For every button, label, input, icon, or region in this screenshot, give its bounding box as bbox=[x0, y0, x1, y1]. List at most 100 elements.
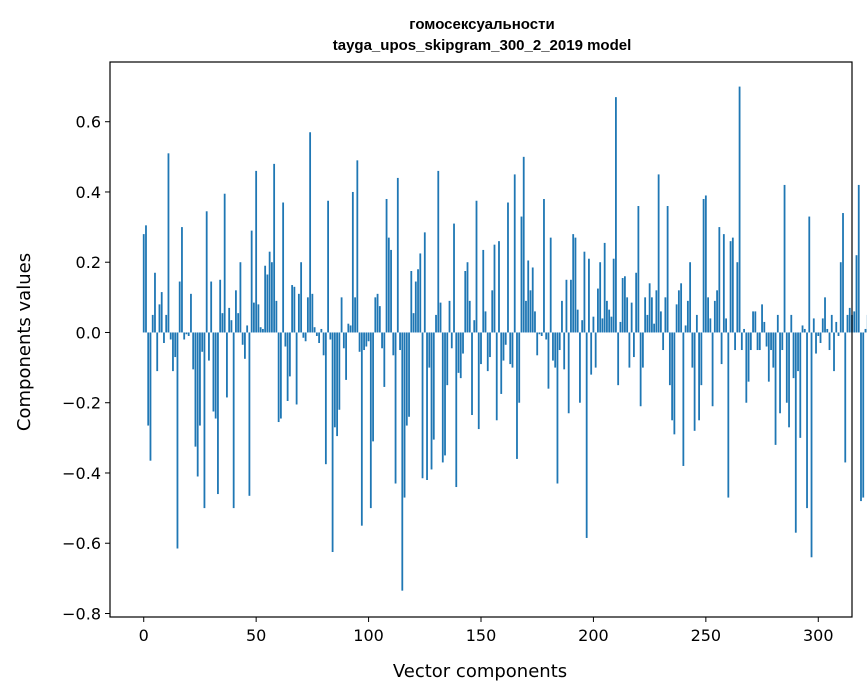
bar-151 bbox=[482, 249, 485, 333]
bar-101 bbox=[369, 332, 372, 509]
bar-75 bbox=[311, 293, 314, 333]
bar-155 bbox=[491, 290, 494, 333]
bar-11 bbox=[167, 153, 170, 333]
bar-59 bbox=[275, 300, 278, 333]
bar-269 bbox=[747, 332, 750, 382]
bar-216 bbox=[628, 332, 631, 368]
bar-64 bbox=[286, 332, 289, 401]
bar-260 bbox=[727, 332, 730, 498]
bar-244 bbox=[691, 332, 694, 368]
bar-262 bbox=[731, 237, 734, 333]
bar-143 bbox=[464, 271, 467, 333]
bar-85 bbox=[333, 332, 336, 428]
bar-46 bbox=[246, 325, 249, 333]
bar-316 bbox=[853, 311, 856, 333]
bar-146 bbox=[471, 332, 473, 416]
bar-271 bbox=[752, 311, 754, 333]
bar-261 bbox=[729, 241, 732, 333]
y-axis-label: Components values bbox=[14, 253, 35, 431]
bar-228 bbox=[655, 290, 658, 333]
bar-243 bbox=[689, 262, 692, 333]
bar-222 bbox=[641, 332, 644, 368]
bar-111 bbox=[392, 332, 395, 356]
bar-268 bbox=[745, 332, 748, 403]
bar-61 bbox=[279, 332, 282, 419]
bar-304 bbox=[826, 328, 829, 333]
bar-274 bbox=[758, 332, 761, 351]
bar-250 bbox=[704, 195, 707, 333]
x-axis-label: Vector components bbox=[393, 661, 567, 682]
bar-134 bbox=[444, 332, 446, 456]
bar-287 bbox=[788, 332, 790, 428]
bar-207 bbox=[608, 309, 611, 333]
bar-126 bbox=[426, 332, 428, 480]
bar-301 bbox=[819, 332, 822, 344]
bar-159 bbox=[500, 332, 503, 394]
bar-273 bbox=[756, 332, 759, 351]
bar-1 bbox=[145, 225, 147, 333]
bar-9 bbox=[163, 332, 165, 344]
bar-131 bbox=[437, 170, 440, 333]
bar-187 bbox=[563, 332, 566, 370]
bar-256 bbox=[718, 227, 721, 333]
x-tick-label: 100 bbox=[353, 626, 384, 645]
bar-95 bbox=[356, 160, 359, 333]
bar-51 bbox=[257, 304, 260, 333]
bar-142 bbox=[462, 332, 464, 354]
bar-253 bbox=[711, 332, 714, 407]
bar-169 bbox=[522, 156, 525, 333]
bar-47 bbox=[248, 332, 251, 496]
bar-317 bbox=[855, 255, 858, 333]
bar-177 bbox=[540, 332, 543, 336]
bar-114 bbox=[399, 332, 401, 351]
bar-124 bbox=[421, 332, 424, 479]
bar-43 bbox=[239, 262, 242, 333]
x-tick-label: 0 bbox=[139, 626, 149, 645]
bar-309 bbox=[837, 332, 840, 336]
bar-320 bbox=[862, 332, 865, 498]
bar-93 bbox=[351, 191, 354, 333]
bar-113 bbox=[396, 177, 399, 333]
bar-104 bbox=[376, 293, 379, 333]
bar-242 bbox=[686, 300, 689, 333]
bar-235 bbox=[671, 332, 674, 421]
bar-282 bbox=[776, 314, 779, 333]
bar-23 bbox=[194, 332, 197, 447]
bar-248 bbox=[700, 332, 703, 386]
bar-90 bbox=[345, 332, 347, 380]
bar-83 bbox=[329, 332, 332, 340]
bar-137 bbox=[450, 332, 453, 349]
y-tick-label: −0.6 bbox=[62, 534, 101, 553]
y-tick-label: −0.8 bbox=[62, 604, 101, 623]
bar-170 bbox=[525, 300, 527, 333]
bar-127 bbox=[428, 332, 431, 368]
bar-56 bbox=[268, 251, 271, 333]
bar-49 bbox=[253, 302, 255, 333]
bar-204 bbox=[601, 318, 604, 333]
bar-86 bbox=[336, 332, 338, 437]
y-tick-label: 0.6 bbox=[76, 113, 101, 132]
bar-264 bbox=[736, 262, 739, 333]
bar-214 bbox=[624, 276, 626, 333]
bar-229 bbox=[657, 174, 660, 333]
bar-184 bbox=[556, 332, 559, 484]
bar-252 bbox=[709, 318, 712, 333]
bar-275 bbox=[761, 304, 763, 333]
bar-192 bbox=[574, 237, 577, 333]
bar-266 bbox=[740, 332, 743, 351]
x-tick-label: 200 bbox=[578, 626, 609, 645]
bar-54 bbox=[264, 265, 267, 333]
bar-125 bbox=[423, 232, 426, 333]
bar-218 bbox=[633, 332, 635, 358]
bar-173 bbox=[531, 267, 534, 333]
bar-257 bbox=[720, 332, 723, 365]
bar-6 bbox=[156, 332, 159, 372]
bar-190 bbox=[570, 279, 572, 333]
bar-0 bbox=[142, 234, 145, 333]
chart-title-line1: гомосексуальности bbox=[409, 16, 554, 33]
bar-28 bbox=[205, 211, 208, 333]
bar-103 bbox=[374, 297, 377, 333]
bar-245 bbox=[693, 332, 696, 431]
bar-89 bbox=[342, 332, 345, 349]
